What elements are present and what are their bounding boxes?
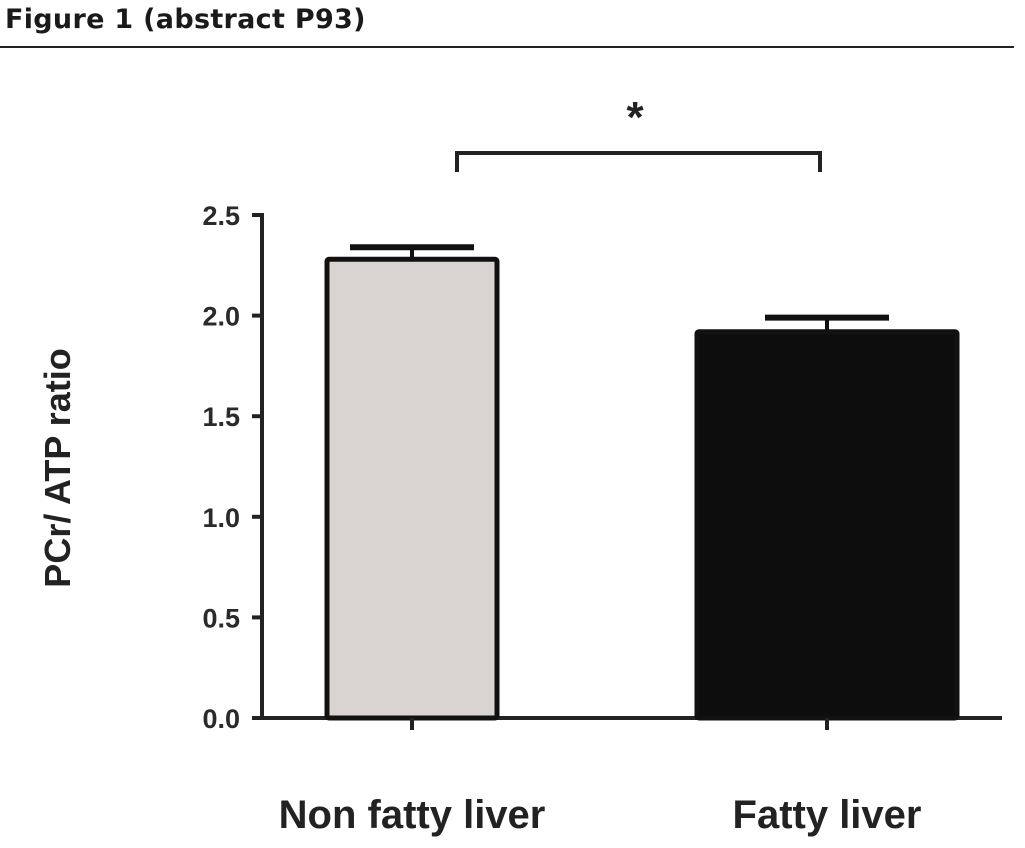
title-rule [0, 46, 1014, 48]
significance-marker: * [626, 93, 644, 142]
y-tick-label: 2.0 [202, 302, 240, 332]
y-tick-label: 2.5 [202, 201, 240, 231]
bar [324, 256, 500, 721]
x-tick-label: Fatty liver [733, 793, 922, 837]
bar [694, 329, 960, 721]
y-tick-label: 1.5 [202, 402, 240, 432]
figure-title: Figure 1 (abstract P93) [5, 4, 366, 35]
y-tick-label: 1.0 [202, 503, 240, 533]
y-tick-label: 0.0 [202, 704, 240, 734]
significance-bracket [455, 151, 822, 172]
y-tick-label: 0.5 [202, 603, 240, 633]
y-axis-label: PCr/ ATP ratio [37, 348, 78, 587]
x-tick-label: Non fatty liver [279, 793, 546, 837]
